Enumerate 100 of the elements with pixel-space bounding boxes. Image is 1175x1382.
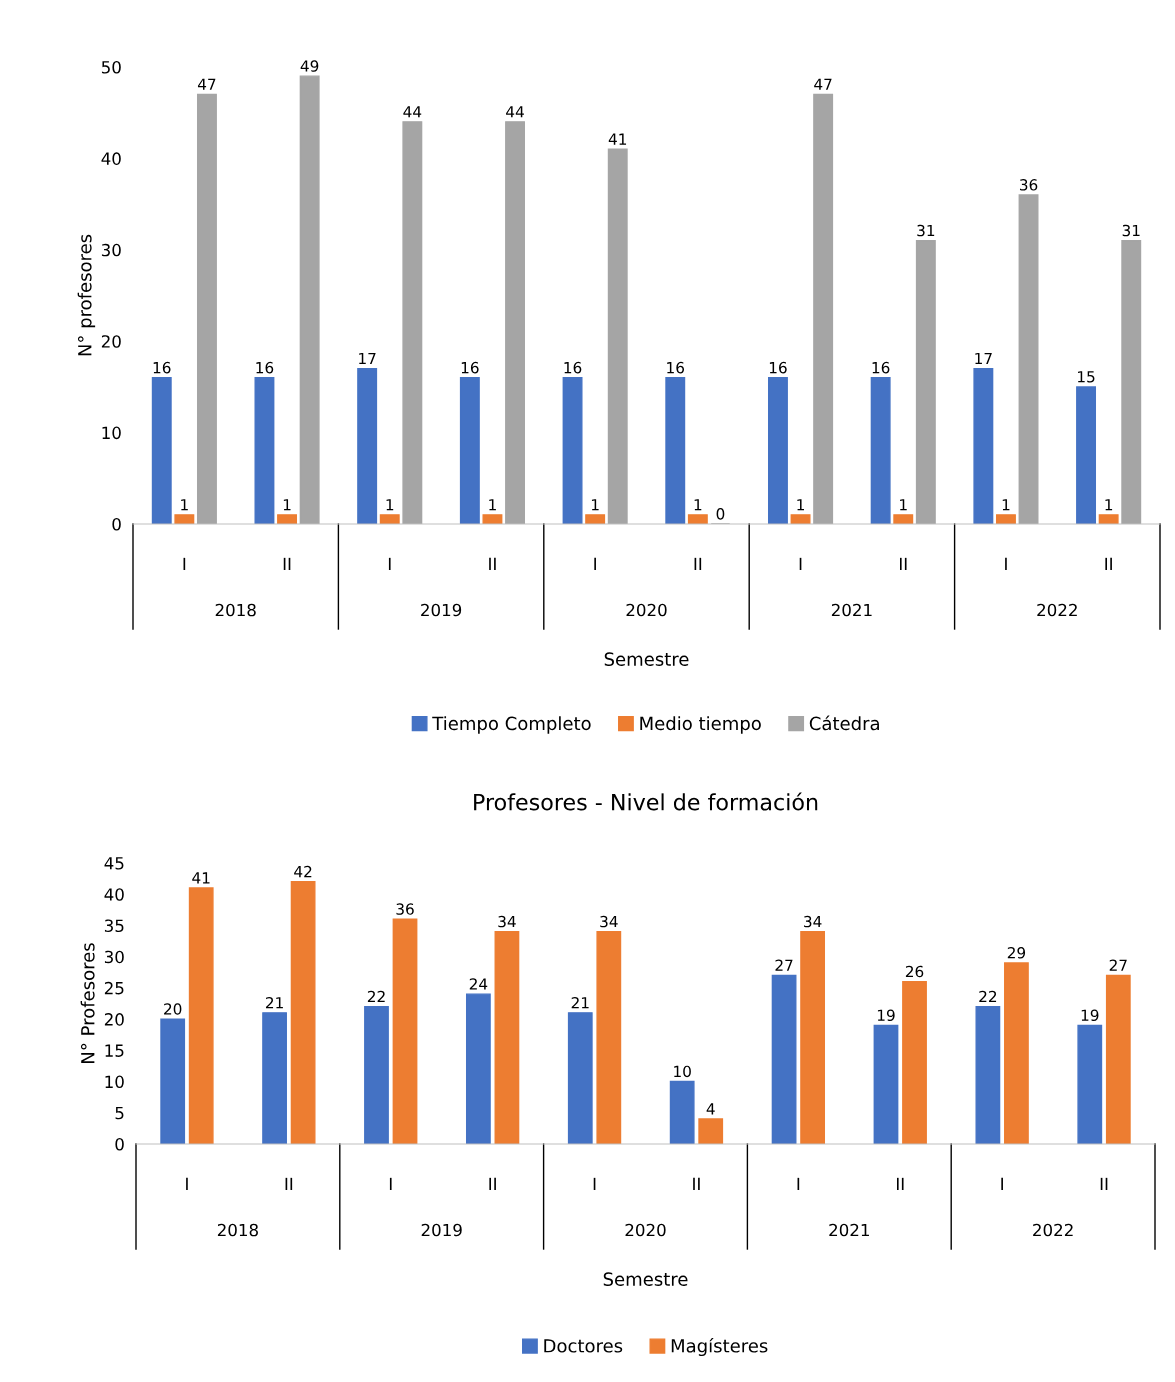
data-label: 49 [300, 60, 319, 72]
x-tick-label: I [1001, 1177, 1003, 1190]
x-tick-label: I [388, 557, 391, 570]
x-tick-label: I [183, 557, 186, 570]
x-tick-label: I [186, 1177, 188, 1190]
data-label: 44 [506, 106, 524, 118]
y-tick-label: 0 [115, 1137, 124, 1151]
x-tick-label: I [1005, 557, 1007, 570]
text: 2018 [215, 603, 256, 617]
data-label: 27 [775, 959, 793, 971]
y-tick-label: 20 [104, 1013, 124, 1026]
data-label: 29 [1007, 947, 1026, 959]
data-label: 15 [1078, 371, 1095, 383]
legend-label: Tiempo Completo [432, 716, 591, 734]
x-tick-label: II [896, 1177, 904, 1190]
y-tick-label: 5 [115, 1106, 124, 1120]
y-axis-title: N° Profesores [80, 943, 95, 1063]
data-label: 1 [694, 499, 702, 511]
data-label: 1 [900, 499, 907, 511]
x-axis-title: Semestre [604, 652, 689, 666]
data-label: 10 [674, 1065, 691, 1078]
data-label: 16 [667, 361, 685, 374]
data-label: 34 [600, 915, 618, 928]
data-label: 34 [498, 915, 516, 928]
data-label: 34 [804, 915, 822, 928]
text: 2018 [217, 1223, 258, 1237]
y-tick-label: 10 [102, 426, 121, 440]
x-tick-label: II [1100, 1177, 1108, 1190]
y-tick-label: 15 [105, 1044, 124, 1057]
data-label: 16 [153, 361, 171, 374]
text: 2019 [421, 603, 462, 617]
data-label: 17 [975, 352, 992, 365]
y-tick-label: 50 [101, 60, 121, 74]
text: 2020 [626, 603, 667, 617]
data-label: 1 [386, 499, 394, 511]
data-label: 1 [591, 499, 599, 511]
data-label: 1 [181, 499, 188, 511]
data-label: 20 [164, 1003, 182, 1015]
y-tick-label: 10 [105, 1075, 124, 1089]
text: 2020 [625, 1223, 666, 1237]
legend-label: Magísteres [671, 1337, 768, 1357]
legend-label: Doctores [544, 1339, 623, 1353]
y-tick-label: 40 [101, 152, 121, 165]
data-label: 31 [917, 224, 935, 237]
data-label: 42 [294, 865, 312, 878]
y-tick-label: 20 [101, 335, 121, 348]
legend-label: Medio tiempo [640, 716, 761, 734]
text: 2021 [831, 603, 872, 617]
data-label: 21 [571, 996, 589, 1009]
data-label: 16 [872, 361, 890, 374]
data-label: 0 [716, 508, 725, 520]
x-tick-label: II [693, 1177, 700, 1190]
y-tick-label: 35 [104, 919, 124, 933]
data-label: 21 [265, 996, 283, 1009]
chart-title: Profesores - Nivel de formación [474, 792, 818, 811]
y-tick-label: 30 [101, 243, 121, 257]
data-label: 22 [979, 990, 997, 1003]
data-label: 31 [1122, 224, 1140, 237]
data-label: 27 [1109, 959, 1127, 971]
x-tick-label: I [797, 1177, 800, 1190]
data-label: 26 [905, 965, 924, 978]
x-tick-label: II [489, 1177, 496, 1190]
x-tick-label: II [899, 557, 907, 570]
data-label: 16 [461, 361, 479, 374]
text: 2022 [1033, 1223, 1073, 1237]
y-tick-label: 0 [112, 517, 121, 531]
data-label: 36 [396, 903, 414, 915]
data-label: 4 [706, 1103, 715, 1115]
data-label: 1 [489, 499, 496, 511]
data-label: 22 [367, 990, 385, 1003]
x-axis-title: Semestre [603, 1272, 688, 1286]
x-tick-label: I [594, 557, 596, 570]
y-tick-label: 45 [104, 857, 124, 870]
x-tick-label: II [489, 557, 496, 570]
x-tick-label: II [1105, 557, 1112, 570]
text: 2019 [421, 1223, 462, 1237]
data-label: 16 [769, 361, 787, 374]
x-tick-label: II [283, 557, 291, 570]
y-tick-label: 40 [104, 888, 124, 901]
y-tick-label: 25 [104, 981, 124, 995]
y-axis-title: N° profesores [77, 234, 96, 356]
data-label: 1 [283, 499, 291, 511]
data-label: 41 [608, 133, 627, 145]
data-label: 1 [1002, 499, 1010, 511]
x-tick-label: I [799, 557, 802, 570]
x-tick-label: II [285, 1177, 293, 1190]
data-label: 47 [814, 78, 832, 90]
data-label: 41 [192, 872, 210, 884]
text: 2021 [829, 1223, 869, 1237]
y-tick-label: 30 [104, 950, 124, 964]
data-label: 17 [359, 352, 376, 365]
legend-label: Cátedra [809, 715, 879, 731]
x-tick-label: I [593, 1177, 596, 1190]
data-label: 19 [1081, 1009, 1099, 1022]
data-label: 36 [1019, 179, 1038, 191]
data-label: 19 [877, 1009, 895, 1022]
data-label: 44 [403, 106, 422, 118]
x-tick-label: II [694, 557, 702, 570]
data-label: 1 [1105, 499, 1113, 511]
data-label: 1 [797, 499, 804, 511]
